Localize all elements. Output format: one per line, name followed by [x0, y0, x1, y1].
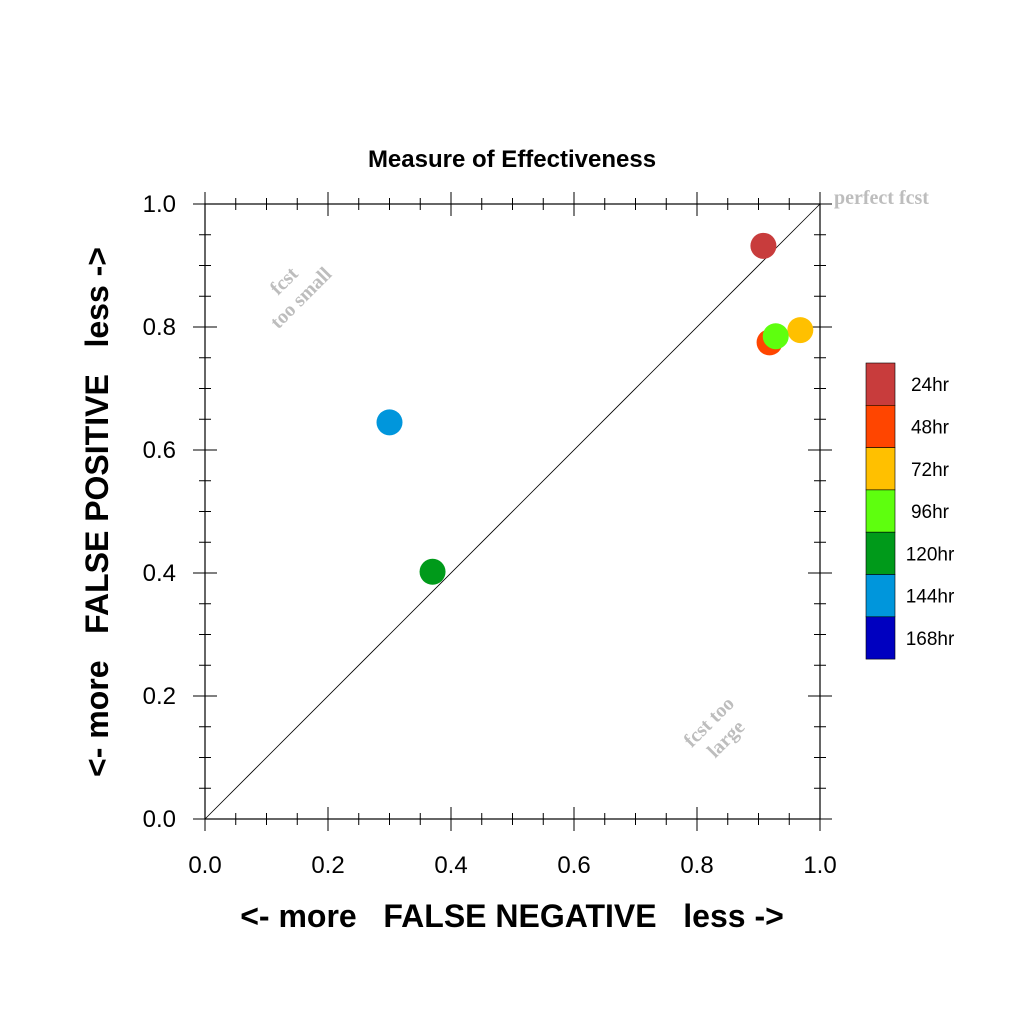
y-tick-label: 1.0: [143, 191, 176, 218]
x-axis-title: <- more FALSE NEGATIVE less ->: [240, 898, 784, 934]
minor-ticks: [199, 198, 826, 825]
x-tick-label: 1.0: [803, 852, 836, 879]
y-tick-label: 0.6: [143, 437, 176, 464]
chart-title: Measure of Effectiveness: [368, 146, 656, 173]
legend-label-168hr: 168hr: [906, 629, 955, 650]
x-tick-labels: 0.0 0.2 0.4 0.6 0.8 1.0: [188, 852, 836, 879]
y-tick-labels: 0.0 0.2 0.4 0.6 0.8 1.0: [143, 191, 176, 833]
data-point-120hr: [419, 558, 446, 585]
legend-swatch-168hr: [865, 616, 896, 660]
legend-label-48hr: 48hr: [911, 417, 950, 438]
legend-swatch-96hr: [865, 489, 896, 533]
x-tick-label: 0.8: [680, 852, 713, 879]
legend-swatch-120hr: [865, 531, 896, 575]
data-point-144hr: [376, 409, 403, 436]
x-tick-label: 0.6: [557, 852, 590, 879]
legend-swatch-72hr: [865, 447, 896, 491]
legend-label-24hr: 24hr: [911, 375, 950, 396]
data-point-96hr: [762, 323, 789, 350]
x-tick-label: 0.0: [188, 852, 221, 879]
y-axis-title: <- more FALSE POSITIVE less ->: [79, 247, 115, 777]
y-tick-label: 0.0: [143, 806, 176, 833]
legend-swatch-24hr: [865, 362, 896, 406]
perfect-forecast-line: [204, 203, 821, 820]
legend-label-96hr: 96hr: [911, 502, 950, 523]
x-tick-label: 0.2: [311, 852, 344, 879]
legend-swatch-48hr: [865, 404, 896, 448]
annotation-perfect-fcst: perfect fcst: [834, 187, 929, 209]
legend: 24hr 48hr 72hr 96hr 120hr 144hr 168hr: [865, 362, 955, 660]
data-points: [376, 232, 814, 585]
data-point-24hr: [750, 232, 777, 259]
legend-label-144hr: 144hr: [906, 587, 955, 608]
y-tick-label: 0.4: [143, 560, 176, 587]
major-ticks: [193, 192, 832, 831]
legend-label-120hr: 120hr: [906, 544, 955, 565]
y-tick-label: 0.8: [143, 314, 176, 341]
y-tick-label: 0.2: [143, 683, 176, 710]
legend-swatch-144hr: [865, 574, 896, 618]
data-point-72hr: [787, 317, 814, 344]
legend-label-72hr: 72hr: [911, 460, 950, 481]
x-tick-label: 0.4: [434, 852, 467, 879]
